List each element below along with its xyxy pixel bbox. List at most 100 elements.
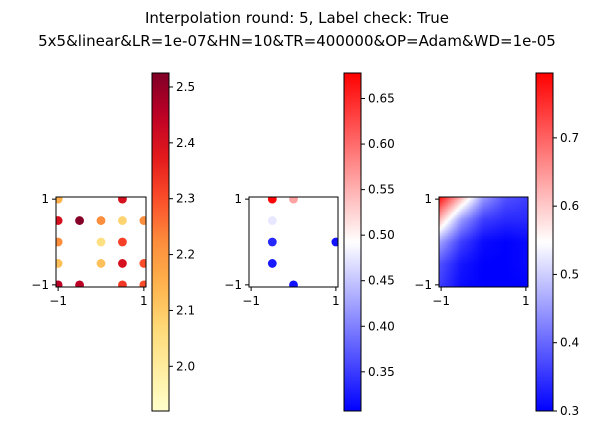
heatmap-cell bbox=[467, 219, 470, 222]
heatmap-cell bbox=[501, 227, 504, 230]
heatmap-cell bbox=[487, 236, 491, 239]
heatmap-cell bbox=[446, 198, 449, 201]
heatmap-cell bbox=[493, 233, 496, 236]
heatmap-cell bbox=[459, 231, 462, 234]
heatmap-cell bbox=[490, 246, 493, 249]
heatmap-cell bbox=[498, 216, 501, 219]
heatmap-cell bbox=[514, 230, 517, 233]
heatmap-cell bbox=[502, 213, 505, 216]
heatmap-cell bbox=[496, 246, 499, 249]
heatmap-cell bbox=[502, 248, 505, 251]
heatmap-cell bbox=[443, 224, 446, 227]
heatmap-cell bbox=[444, 266, 448, 269]
heatmap-cell bbox=[480, 263, 483, 266]
heatmap-cell bbox=[517, 245, 520, 248]
heatmap-cell bbox=[499, 231, 502, 234]
heatmap-cell bbox=[505, 228, 508, 231]
heatmap-cell bbox=[456, 255, 459, 258]
heatmap-cell bbox=[482, 252, 485, 255]
heatmap-cell bbox=[443, 270, 446, 273]
heatmap-cell bbox=[439, 269, 442, 272]
heatmap-cell bbox=[456, 230, 459, 233]
heatmap-cell bbox=[443, 204, 446, 207]
heatmap-cell bbox=[493, 242, 496, 245]
heatmap-cell bbox=[476, 228, 479, 231]
heatmap-cell bbox=[471, 228, 474, 231]
heatmap-cell bbox=[525, 251, 528, 254]
heatmap-cell bbox=[441, 278, 445, 281]
heatmap-cell bbox=[514, 264, 517, 267]
heatmap-cell bbox=[474, 246, 477, 249]
heatmap-cell bbox=[462, 282, 465, 285]
heatmap-cell bbox=[473, 254, 476, 257]
heatmap-cell bbox=[459, 279, 462, 282]
heatmap-cell bbox=[439, 225, 442, 228]
heatmap-cell bbox=[477, 216, 480, 219]
heatmap-cell bbox=[480, 213, 483, 216]
heatmap-cell bbox=[479, 198, 482, 201]
heatmap-cell bbox=[499, 221, 502, 224]
heatmap-cell bbox=[513, 240, 516, 243]
heatmap-cell bbox=[464, 198, 467, 201]
heatmap-cell bbox=[507, 236, 510, 239]
heatmap-cell bbox=[474, 255, 477, 258]
heatmap-cell bbox=[452, 281, 455, 284]
heatmap-cell bbox=[447, 275, 450, 278]
heatmap-cell bbox=[479, 209, 482, 212]
heatmap-cell bbox=[456, 203, 459, 206]
heatmap-cell bbox=[495, 275, 498, 278]
heatmap-cell bbox=[480, 221, 483, 224]
heatmap-cell bbox=[456, 231, 459, 234]
heatmap-cell bbox=[459, 278, 462, 281]
heatmap-cell bbox=[453, 285, 456, 287]
heatmap-cell bbox=[504, 264, 507, 267]
heatmap-cell bbox=[520, 278, 523, 281]
scatter-point bbox=[118, 216, 127, 225]
heatmap-cell bbox=[523, 276, 526, 279]
heatmap-cell bbox=[480, 275, 483, 278]
heatmap-cell bbox=[461, 222, 464, 225]
heatmap-cell bbox=[505, 204, 508, 207]
heatmap-cell bbox=[504, 224, 507, 227]
heatmap-cell bbox=[489, 239, 492, 242]
heatmap-cell bbox=[504, 284, 507, 287]
heatmap-cell bbox=[493, 237, 496, 240]
heatmap-cell bbox=[522, 279, 525, 282]
heatmap-cell bbox=[482, 257, 485, 260]
heatmap-cell bbox=[447, 215, 450, 218]
heatmap-cell bbox=[507, 237, 510, 240]
heatmap-cell bbox=[456, 278, 459, 281]
heatmap-cell bbox=[480, 245, 483, 248]
heatmap-cell bbox=[474, 233, 477, 236]
heatmap-cell bbox=[504, 231, 507, 234]
heatmap-cell bbox=[477, 285, 480, 287]
heatmap-cell bbox=[471, 245, 474, 248]
scatter-point bbox=[118, 197, 127, 204]
heatmap-cell bbox=[495, 197, 498, 200]
heatmap-cell bbox=[495, 207, 498, 210]
heatmap-cell bbox=[468, 273, 471, 276]
heatmap-cell bbox=[450, 269, 453, 272]
heatmap-cell bbox=[493, 273, 496, 276]
heatmap-cell bbox=[484, 251, 488, 254]
heatmap-cell bbox=[486, 261, 489, 264]
heatmap-cell bbox=[525, 210, 528, 213]
heatmap-cell bbox=[452, 234, 455, 237]
heatmap-cell bbox=[505, 284, 508, 287]
heatmap-cell bbox=[498, 267, 501, 270]
heatmap-cell bbox=[471, 231, 474, 234]
heatmap-cell bbox=[492, 279, 495, 282]
heatmap-cell bbox=[501, 257, 504, 260]
heatmap-cell bbox=[470, 254, 473, 257]
heatmap-cell bbox=[444, 251, 448, 254]
heatmap-cell bbox=[502, 225, 505, 228]
heatmap-cell bbox=[461, 201, 464, 204]
heatmap-cell bbox=[520, 233, 523, 236]
heatmap-cell bbox=[440, 228, 443, 231]
heatmap-cell bbox=[443, 275, 446, 278]
heatmap-cell bbox=[440, 210, 443, 213]
heatmap-cell bbox=[519, 282, 522, 285]
heatmap-cell bbox=[522, 270, 525, 273]
heatmap-cell bbox=[449, 198, 452, 201]
heatmap-cell bbox=[468, 258, 471, 261]
